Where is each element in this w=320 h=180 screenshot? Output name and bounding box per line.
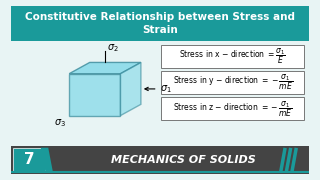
Text: MECHANICS OF SOLIDS: MECHANICS OF SOLIDS: [111, 155, 256, 165]
FancyBboxPatch shape: [161, 71, 304, 94]
FancyBboxPatch shape: [13, 148, 45, 172]
Polygon shape: [69, 62, 141, 74]
FancyBboxPatch shape: [11, 6, 309, 41]
Text: Stress in z $-$ direction $= -\dfrac{\sigma_1}{mE}$: Stress in z $-$ direction $= -\dfrac{\si…: [173, 99, 292, 119]
Text: 7: 7: [24, 152, 35, 167]
FancyBboxPatch shape: [11, 146, 309, 174]
FancyBboxPatch shape: [161, 45, 304, 68]
Text: Stress in x $-$ direction $= \dfrac{\sigma_1}{E}$: Stress in x $-$ direction $= \dfrac{\sig…: [179, 47, 286, 66]
Polygon shape: [69, 74, 120, 116]
Polygon shape: [120, 62, 141, 116]
Text: $\sigma_3$: $\sigma_3$: [54, 117, 66, 129]
Text: $\sigma_1$: $\sigma_1$: [160, 83, 171, 95]
Text: Stress in y $-$ direction $= -\dfrac{\sigma_1}{mE}$: Stress in y $-$ direction $= -\dfrac{\si…: [172, 73, 293, 93]
Text: $\sigma_2$: $\sigma_2$: [107, 42, 119, 54]
Polygon shape: [41, 148, 53, 172]
Text: Constitutive Relationship between Stress and
Strain: Constitutive Relationship between Stress…: [25, 12, 295, 35]
FancyBboxPatch shape: [161, 97, 304, 120]
